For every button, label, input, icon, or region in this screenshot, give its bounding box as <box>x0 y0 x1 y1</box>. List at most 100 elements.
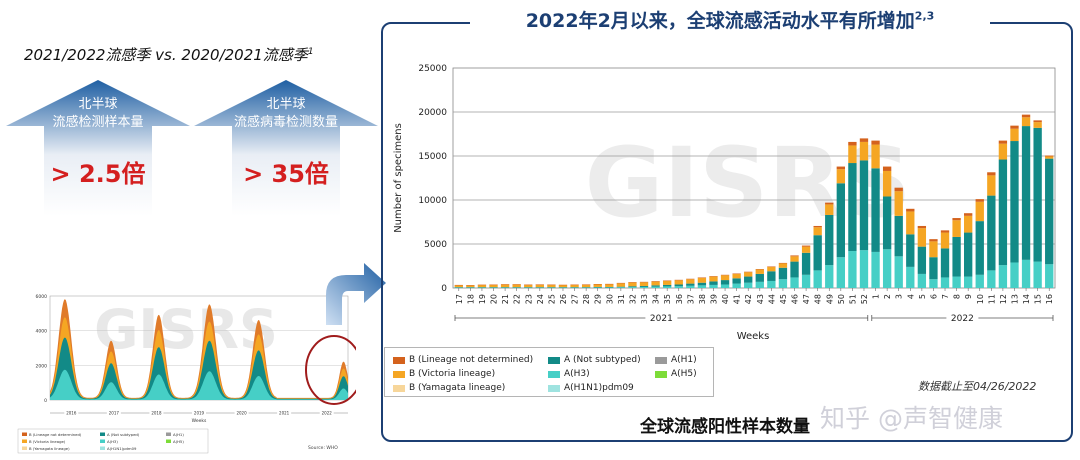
bar-segment <box>651 281 660 286</box>
bar-segment <box>917 246 927 274</box>
highlight-circle <box>305 335 356 405</box>
legend-swatch <box>393 370 405 378</box>
x-tick-label: 24 <box>536 294 545 304</box>
data-cutoff-note: 数据截止至04/26/2022 <box>918 380 1037 393</box>
bar-segment <box>744 276 753 283</box>
legend-label: B (Yamagata lineage) <box>409 383 506 393</box>
bar-segment <box>825 265 834 288</box>
bar-segment <box>512 287 521 289</box>
thumbnail-year-label: 2018 <box>151 411 162 416</box>
bar-segment <box>952 220 961 237</box>
x-tick-label: 5 <box>918 294 927 299</box>
x-tick-label: 22 <box>513 294 522 304</box>
bar-segment <box>639 286 649 288</box>
bar-segment <box>663 280 672 285</box>
legend-label: A(H1N1)pdm09 <box>564 383 634 393</box>
bar-segment <box>1021 126 1031 260</box>
x-tick-label: 33 <box>640 294 649 304</box>
bar-segment <box>917 225 927 229</box>
bar-segment <box>767 280 776 288</box>
x-tick-label: 36 <box>675 294 684 304</box>
bar-segment <box>940 230 950 233</box>
bar-segment <box>871 168 880 252</box>
x-tick-label: 49 <box>825 294 834 304</box>
bar-segment <box>558 285 568 288</box>
bar-segment <box>894 191 903 216</box>
bar-segment <box>489 287 498 289</box>
y-tick-label: 10000 <box>418 196 447 206</box>
bar-segment <box>674 286 683 288</box>
bar-segment <box>790 255 799 257</box>
x-tick-label: 35 <box>663 294 672 304</box>
bar-segment <box>535 284 544 288</box>
bar-segment <box>454 287 463 288</box>
x-tick-label: 3 <box>895 294 904 299</box>
bar-segment <box>929 279 938 288</box>
bar-segment <box>975 201 984 222</box>
thumbnail-y-tick: 4000 <box>36 329 48 335</box>
bar-segment <box>778 262 788 264</box>
thumbnail-y-tick: 6000 <box>36 294 48 300</box>
bar-segment <box>836 169 845 184</box>
bar-segment <box>859 250 869 288</box>
thumbnail-series-area <box>50 317 348 400</box>
bar-segment <box>778 267 788 280</box>
bar-segment <box>570 287 579 288</box>
bar-segment <box>697 285 707 288</box>
thumbnail-year-label: 2021 <box>279 411 290 416</box>
x-tick-label: 6 <box>929 294 938 299</box>
bar-segment <box>801 246 811 253</box>
bar-segment <box>871 251 880 288</box>
x-tick-label: 42 <box>744 294 753 304</box>
bar-segment <box>894 215 903 257</box>
thumbnail-legend-swatch <box>22 439 27 443</box>
bar-segment <box>744 282 753 288</box>
x-tick-label: 29 <box>594 294 603 304</box>
thumbnail-series-area <box>50 369 348 400</box>
legend-swatch <box>548 370 560 378</box>
x-tick-label: 18 <box>466 294 475 304</box>
bar-segment <box>882 196 892 250</box>
bar-segment <box>477 287 487 289</box>
bar-segment <box>952 236 961 277</box>
thumbnail-series-area <box>50 337 348 400</box>
arrow-up-shape <box>6 80 190 216</box>
x-tick-label: 23 <box>524 294 533 304</box>
x-tick-label: 19 <box>478 294 487 304</box>
x-tick-label: 15 <box>1034 294 1043 304</box>
bar-segment <box>466 285 475 286</box>
bar-segment <box>801 252 811 275</box>
bar-segment <box>906 208 915 212</box>
bar-segment <box>1021 259 1031 288</box>
bar-segment <box>859 138 869 142</box>
stat-label: 北半球 流感检测样本量 <box>52 97 144 130</box>
bar-segment <box>628 286 637 288</box>
bar-segment <box>813 227 822 236</box>
bar-segment <box>720 275 730 281</box>
bar-segment <box>697 277 707 283</box>
bar-segment <box>616 286 626 288</box>
bar-segment <box>697 282 707 286</box>
x-tick-label: 12 <box>999 294 1008 304</box>
bar-segment <box>674 279 683 281</box>
bar-segment <box>906 211 915 235</box>
x-tick-label: 14 <box>1022 294 1031 304</box>
bar-segment <box>651 281 660 282</box>
bar-segment <box>836 183 845 258</box>
bar-segment <box>581 284 591 285</box>
thumbnail-year-label: 2019 <box>194 411 205 416</box>
bar-segment <box>500 287 510 288</box>
bar-segment <box>547 287 556 288</box>
bar-segment <box>940 232 950 249</box>
bar-segment <box>778 279 788 288</box>
bar-segment <box>859 160 869 251</box>
x-tick-label: 2 <box>883 294 892 299</box>
bar-segment <box>454 287 463 289</box>
bar-segment <box>882 170 892 197</box>
bar-segment <box>709 276 718 282</box>
bar-segment <box>732 283 741 288</box>
bar-segment <box>744 271 753 273</box>
bar-segment <box>790 261 799 278</box>
bar-segment <box>848 145 857 164</box>
thumbnail-year-label: 2020 <box>236 411 247 416</box>
